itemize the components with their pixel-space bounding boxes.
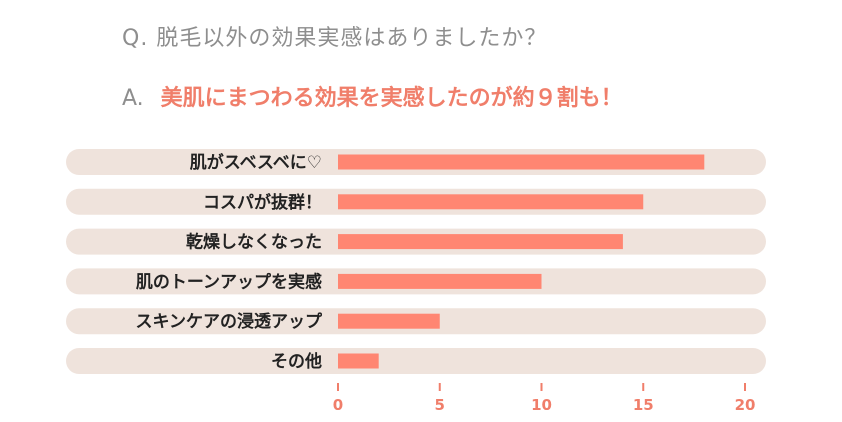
x-tick-label: 15: [633, 396, 654, 414]
answer-prefix: A.: [122, 86, 144, 111]
category-label: スキンケアの浸透アップ: [136, 311, 323, 332]
answer-text: 美肌にまつわる効果を実感したのが約９割も！: [160, 86, 623, 111]
category-label: 肌がスベスベに♡: [190, 152, 322, 173]
question: Q. 脱毛以外の効果実感はありましたか？: [122, 20, 547, 52]
bar: [338, 154, 705, 170]
question-prefix: Q.: [122, 26, 149, 51]
bar: [338, 194, 644, 210]
bar: [338, 353, 379, 369]
bar: [338, 273, 542, 289]
bar: [338, 313, 440, 329]
category-label: コスパが抜群！: [203, 192, 322, 213]
category-label: 肌のトーンアップを実感: [136, 271, 322, 292]
bar-track: [66, 348, 766, 374]
category-label: その他: [271, 351, 322, 372]
answer: A. 美肌にまつわる効果を実感したのが約９割も！: [122, 80, 623, 112]
category-label: 乾燥しなくなった: [186, 232, 322, 253]
bar: [338, 234, 623, 250]
x-tick-label: 10: [531, 396, 552, 414]
question-text: 脱毛以外の効果実感はありましたか？: [156, 26, 548, 51]
x-tick-label: 0: [333, 396, 343, 414]
x-tick-label: 20: [735, 396, 756, 414]
x-tick-label: 5: [435, 396, 445, 414]
